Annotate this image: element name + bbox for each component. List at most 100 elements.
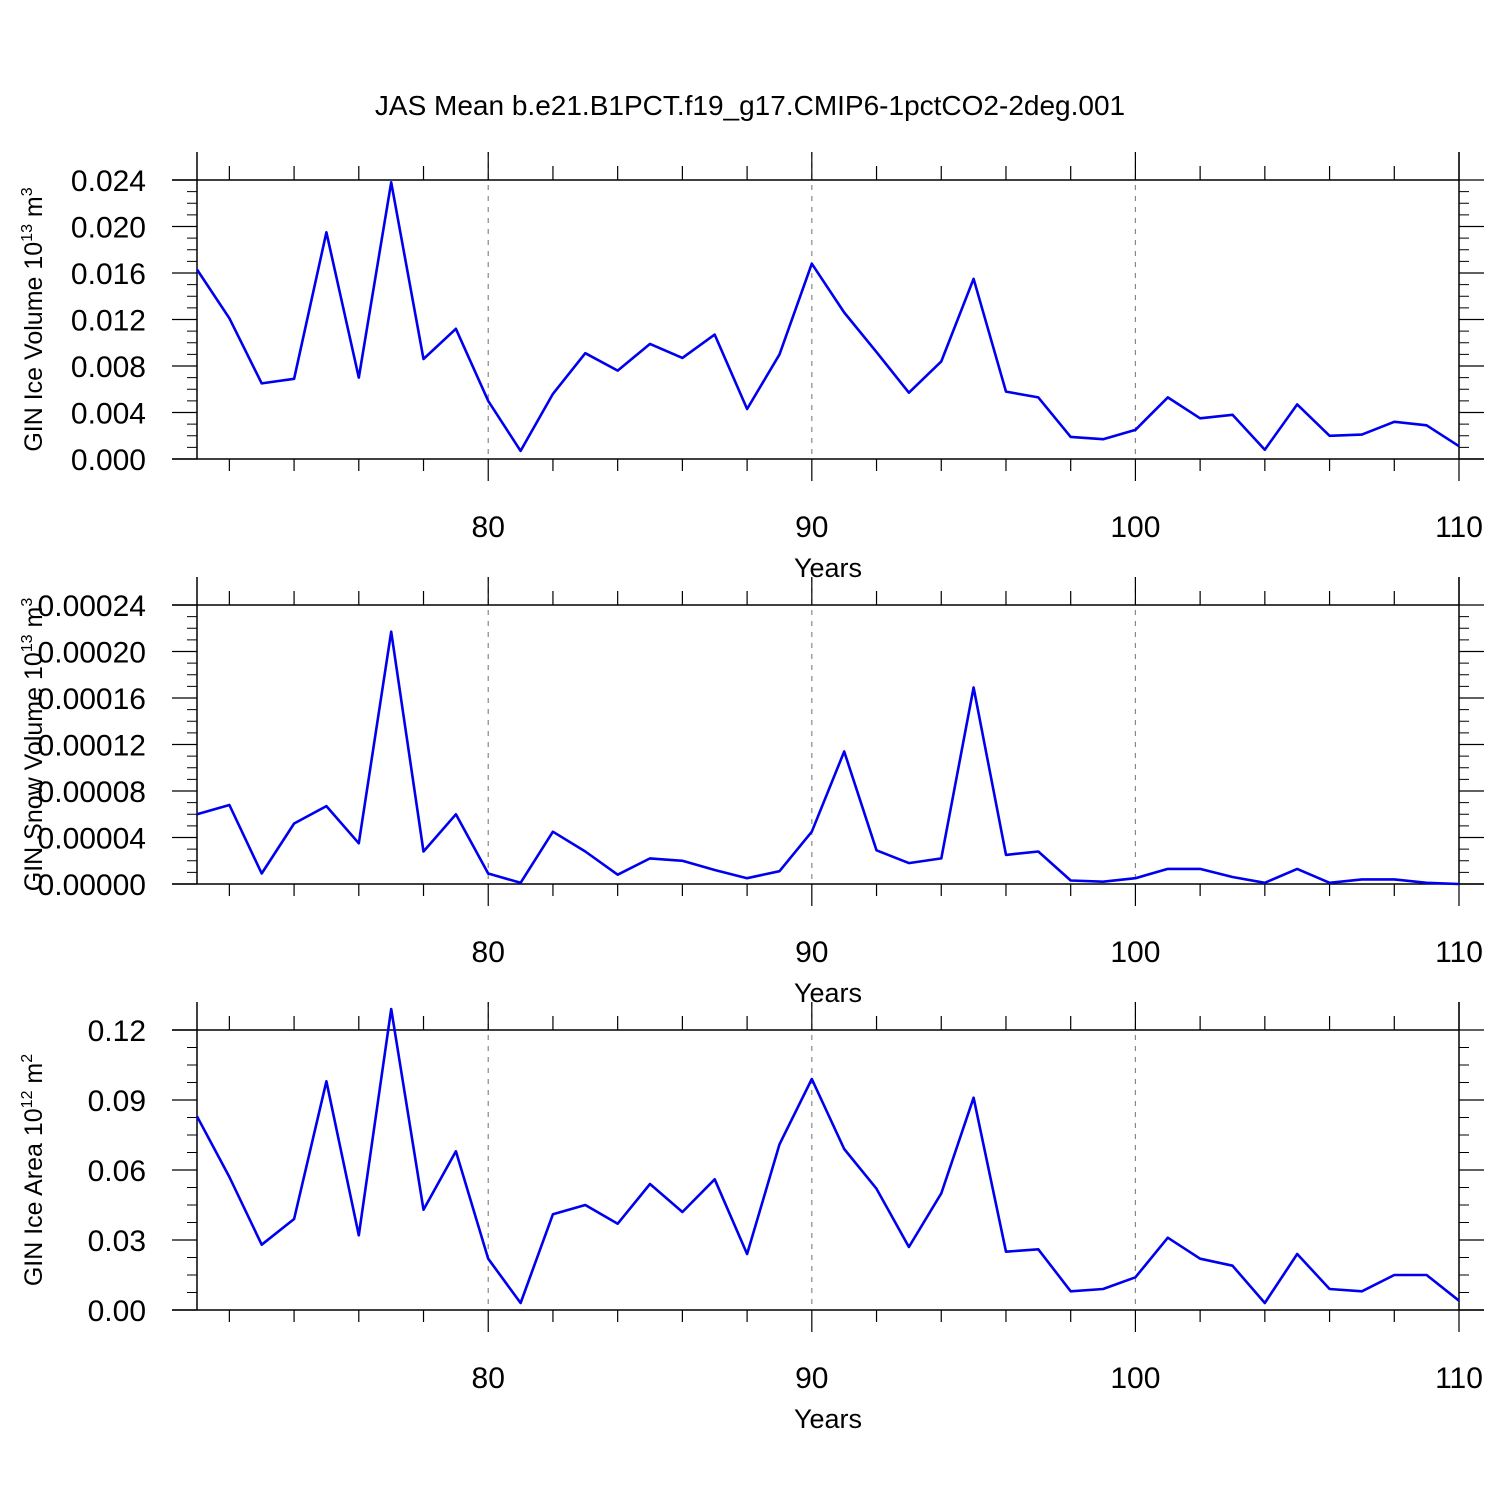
- data-point: [1328, 434, 1332, 438]
- data-point: [1069, 1289, 1073, 1293]
- data-point: [1069, 435, 1073, 439]
- data-point: [1457, 444, 1461, 448]
- data-point: [810, 1077, 814, 1081]
- y-tick-label: 0.00: [88, 1295, 146, 1328]
- y-tick-label: 0.00020: [38, 637, 146, 670]
- data-point: [842, 1147, 846, 1151]
- data-point: [778, 1142, 782, 1146]
- data-point: [1133, 1275, 1137, 1279]
- data-point: [842, 311, 846, 315]
- y-tick-label: 0.020: [71, 212, 146, 245]
- data-point: [1069, 879, 1073, 883]
- data-point: [324, 1079, 328, 1083]
- data-point: [1457, 1299, 1461, 1303]
- x-tick-label: 80: [472, 936, 505, 969]
- data-point: [842, 750, 846, 754]
- data-point: [1263, 881, 1267, 885]
- series-line: [195, 181, 1460, 453]
- data-point: [1101, 880, 1105, 884]
- data-point: [1198, 867, 1202, 871]
- x-tick-label: 90: [795, 1362, 828, 1395]
- chart-panel-3: 80 90 100 110 Years 0.00 0.03 0.06 0.09 0.12 GIN I…: [19, 1002, 1484, 1434]
- data-point: [324, 230, 328, 234]
- data-point: [422, 1208, 426, 1212]
- y-tick-label: 0.008: [71, 351, 146, 384]
- data-point: [778, 352, 782, 356]
- data-point: [810, 262, 814, 266]
- data-point: [486, 1257, 490, 1261]
- data-point: [1425, 1273, 1429, 1277]
- data-point: [648, 342, 652, 346]
- x-axis-label: Years: [794, 978, 862, 1008]
- y-tick-label: 0.00000: [38, 869, 146, 902]
- data-point: [389, 180, 393, 184]
- data-point: [875, 1187, 879, 1191]
- y-tick-label: 0.024: [71, 165, 146, 198]
- y-axis-label: GIN Ice Area 1012 m2: [19, 1054, 48, 1286]
- series-line: [195, 1007, 1460, 1305]
- data-point: [1457, 882, 1461, 886]
- data-point: [454, 1149, 458, 1153]
- data-point: [1231, 413, 1235, 417]
- data-point: [1263, 448, 1267, 452]
- x-tick-label: 100: [1110, 936, 1160, 969]
- data-point: [1166, 395, 1170, 399]
- data-point: [972, 1096, 976, 1100]
- data-point: [324, 804, 328, 808]
- data-point: [227, 1175, 231, 1179]
- x-axis-label: Years: [794, 553, 862, 583]
- data-point: [1036, 1247, 1040, 1251]
- data-point: [292, 1217, 296, 1221]
- data-point: [1392, 1273, 1396, 1277]
- data-point: [292, 377, 296, 381]
- data-point: [1101, 1287, 1105, 1291]
- data-point: [680, 356, 684, 360]
- data-point: [1198, 1257, 1202, 1261]
- data-point: [195, 268, 199, 272]
- data-point: [1360, 433, 1364, 437]
- data-point: [1198, 416, 1202, 420]
- data-point: [1101, 437, 1105, 441]
- x-axis-label: Years: [794, 1404, 862, 1434]
- data-point: [972, 277, 976, 281]
- data-point: [1360, 877, 1364, 881]
- data-point: [519, 449, 523, 453]
- data-point: [486, 399, 490, 403]
- y-tick-label: 0.00008: [38, 776, 146, 809]
- data-point: [519, 881, 523, 885]
- data-point: [713, 1177, 717, 1181]
- data-point: [260, 872, 264, 876]
- data-point: [616, 873, 620, 877]
- data-point: [875, 350, 879, 354]
- x-tick-label: 110: [1435, 511, 1483, 544]
- data-point: [454, 812, 458, 816]
- data-point: [680, 859, 684, 863]
- data-point: [1231, 875, 1235, 879]
- data-point: [389, 630, 393, 634]
- data-point: [907, 391, 911, 395]
- data-point: [486, 872, 490, 876]
- x-tick-label: 110: [1435, 1362, 1483, 1395]
- data-point: [551, 830, 555, 834]
- chart-panels: 80 90 100 110 Years 0.000 0.004 0.008 0.012 0.016…: [19, 152, 1484, 1434]
- y-tick-label: 0.00024: [38, 590, 146, 623]
- data-point: [713, 333, 717, 337]
- data-point: [778, 869, 782, 873]
- data-point: [1133, 876, 1137, 880]
- data-point: [1166, 867, 1170, 871]
- y-tick-label: 0.06: [88, 1155, 146, 1188]
- data-point: [745, 876, 749, 880]
- data-point: [195, 812, 199, 816]
- chart-panel-2: 80 90 100 110 Years 0.00000 0.00004 0.00008 0.00…: [19, 577, 1484, 1008]
- data-point: [583, 850, 587, 854]
- data-point: [422, 357, 426, 361]
- data-point: [1295, 1252, 1299, 1256]
- data-point: [551, 392, 555, 396]
- data-point: [583, 351, 587, 355]
- x-tick-label: 100: [1110, 511, 1160, 544]
- data-point: [422, 850, 426, 854]
- x-tick-label: 110: [1435, 936, 1483, 969]
- y-tick-label: 0.00004: [38, 823, 146, 856]
- data-point: [1425, 423, 1429, 427]
